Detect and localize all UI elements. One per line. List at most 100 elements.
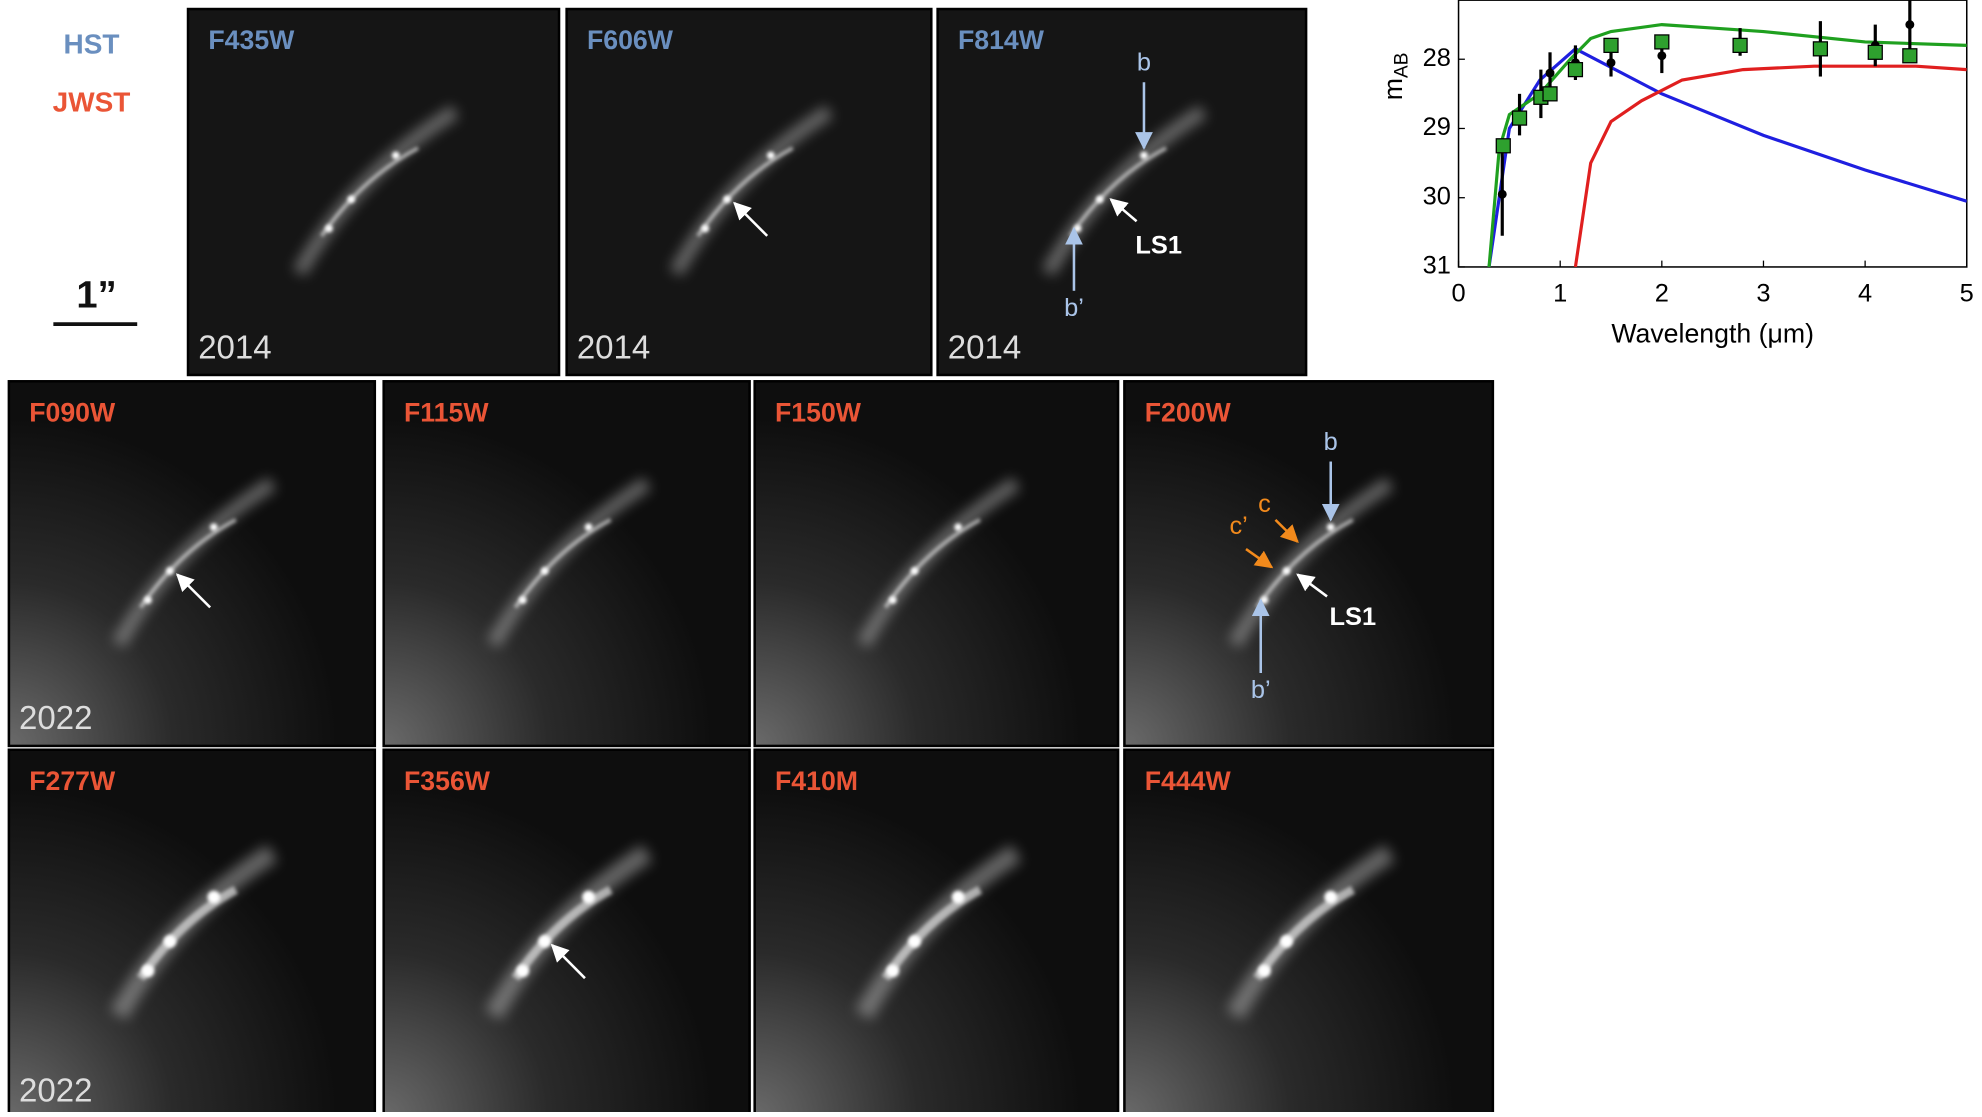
knot xyxy=(516,964,529,977)
knot xyxy=(911,567,919,575)
x-tick-label: 1 xyxy=(1553,280,1567,308)
year-label: 2022 xyxy=(19,699,92,736)
x-axis-label: Wavelength (μm) xyxy=(1611,319,1814,349)
panel-background xyxy=(938,9,1306,375)
panel-background xyxy=(567,9,932,375)
image-panel: F356W xyxy=(384,750,750,1112)
panel-background xyxy=(1124,381,1492,746)
knot xyxy=(538,935,551,948)
filter-label: F435W xyxy=(208,25,295,55)
knot xyxy=(952,891,965,904)
knot xyxy=(585,523,593,531)
filter-label: F115W xyxy=(404,397,489,427)
image-panel: F606W2014 xyxy=(567,9,932,375)
year-label: 2014 xyxy=(948,328,1021,365)
knot xyxy=(142,964,155,977)
data-point xyxy=(1813,42,1827,56)
knot xyxy=(886,964,899,977)
page: HST JWST 1” F435W2014F606W2014F814W2014b… xyxy=(0,0,1982,1112)
knot xyxy=(1327,523,1335,531)
knot xyxy=(325,225,333,233)
image-panel: F814W 2014 b LS1 b’ xyxy=(938,9,1306,375)
annotation: b xyxy=(1137,49,1151,77)
knot xyxy=(207,891,220,904)
y-tick-label: 27 xyxy=(1423,0,1451,3)
data-point xyxy=(1868,45,1882,59)
filter-label: F150W xyxy=(775,397,862,427)
legend-jwst: JWST xyxy=(53,87,131,118)
data-point xyxy=(1568,63,1582,77)
image-panel: F277W 2022 xyxy=(9,750,375,1112)
model-curve xyxy=(1489,49,1967,267)
annotation: LS1 xyxy=(1330,603,1377,631)
x-tick-label: 3 xyxy=(1756,280,1770,308)
filter-label: F090W xyxy=(29,397,116,427)
year-label: 2022 xyxy=(19,1072,92,1109)
filter-label: F200W xyxy=(1145,397,1232,427)
filter-label: F606W xyxy=(587,25,674,55)
filter-label: F277W xyxy=(29,766,116,796)
data-point xyxy=(1498,190,1507,199)
knot xyxy=(541,567,549,575)
data-point xyxy=(1604,38,1618,52)
filter-label: F356W xyxy=(404,766,491,796)
image-panel: F200W b c c’ LS1 b’ xyxy=(1124,381,1492,746)
filter-label: F444W xyxy=(1145,766,1232,796)
panel-background xyxy=(384,381,750,746)
image-panel: F090W 2022 xyxy=(9,381,375,746)
annotation: b’ xyxy=(1064,294,1084,322)
panel-background xyxy=(1124,750,1492,1112)
model-curve xyxy=(1575,66,1966,267)
data-point xyxy=(1903,49,1917,63)
figure: HST JWST 1” F435W2014F606W2014F814W2014b… xyxy=(0,0,1982,1112)
knot xyxy=(1280,935,1293,948)
knot xyxy=(144,596,152,604)
data-point xyxy=(1607,58,1616,67)
knot xyxy=(908,935,921,948)
annotation: b’ xyxy=(1251,676,1271,704)
annotation: c xyxy=(1258,490,1271,518)
data-point xyxy=(1513,111,1527,125)
legend-hst: HST xyxy=(64,28,120,59)
knot xyxy=(519,596,527,604)
data-point xyxy=(1657,51,1666,60)
panel-background xyxy=(755,381,1118,746)
knot xyxy=(1140,152,1148,160)
knot xyxy=(392,152,400,160)
x-tick-label: 5 xyxy=(1960,280,1974,308)
knot xyxy=(889,596,897,604)
annotation: c’ xyxy=(1229,512,1247,540)
knot xyxy=(1258,964,1271,977)
data-point xyxy=(1655,35,1669,49)
year-label: 2014 xyxy=(198,328,271,365)
image-panel: F444W xyxy=(1124,750,1492,1112)
knot xyxy=(1283,567,1291,575)
data-point xyxy=(1496,139,1510,153)
data-point xyxy=(1733,38,1747,52)
y-tick-label: 31 xyxy=(1423,252,1451,280)
y-label-sub: AB xyxy=(1392,53,1413,78)
knot xyxy=(701,225,709,233)
knot xyxy=(954,523,962,531)
data-point xyxy=(1905,20,1914,29)
y-tick-label: 28 xyxy=(1423,44,1451,72)
knot xyxy=(723,196,731,204)
image-panel: F410M xyxy=(755,750,1118,1112)
knot xyxy=(767,152,775,160)
plot-area xyxy=(1459,0,1967,267)
knot xyxy=(582,891,595,904)
data-point xyxy=(1543,87,1557,101)
knot xyxy=(347,196,355,204)
knot xyxy=(164,935,177,948)
image-panel: F150W xyxy=(755,381,1118,746)
knot xyxy=(1096,196,1104,204)
filter-label: F814W xyxy=(958,25,1045,55)
x-tick-label: 4 xyxy=(1858,280,1872,308)
knot xyxy=(166,567,174,575)
annotation: b xyxy=(1324,428,1338,456)
annotation: LS1 xyxy=(1135,232,1182,260)
panel-background xyxy=(9,381,375,746)
y-tick-label: 30 xyxy=(1423,182,1451,210)
y-tick-label: 29 xyxy=(1423,113,1451,141)
image-panel: F435W 2014 xyxy=(188,9,559,375)
